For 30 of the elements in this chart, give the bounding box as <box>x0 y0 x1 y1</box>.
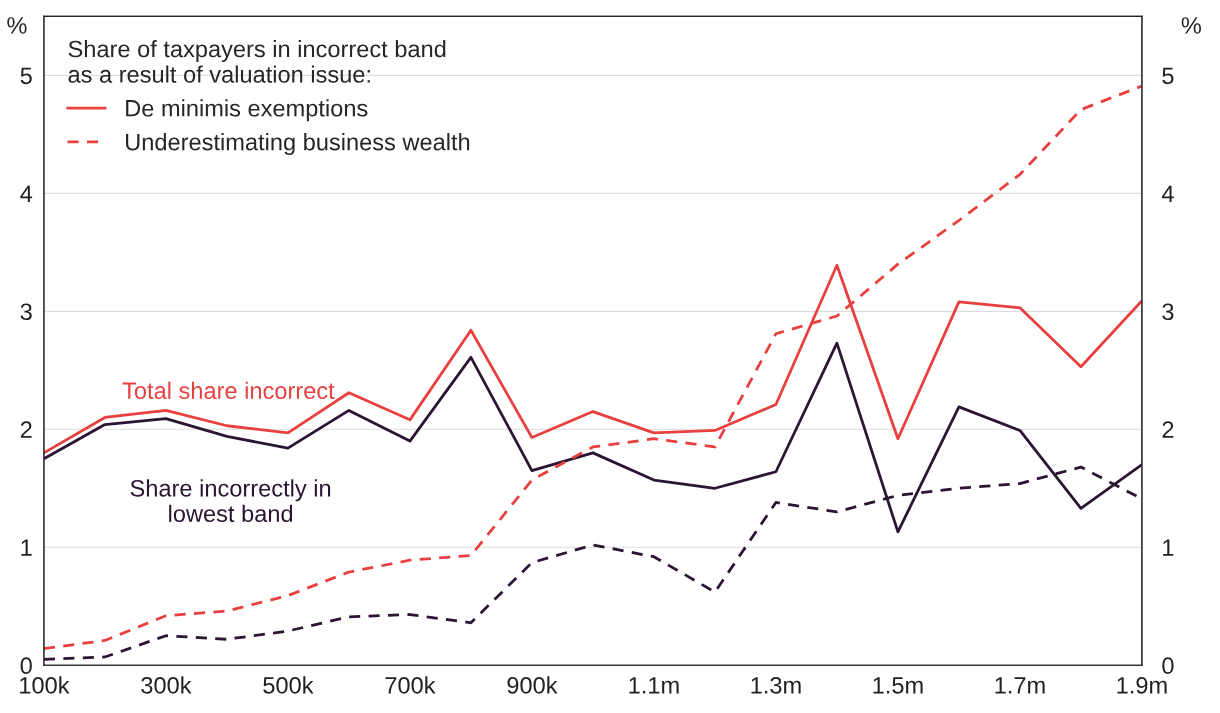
y-tick-label: 1 <box>21 539 32 556</box>
y2-tick-label: 0 <box>1162 657 1174 675</box>
annotation: Share incorrectly in lowest band <box>130 479 331 523</box>
y2-tick-label: 5 <box>1162 67 1174 85</box>
y2-tick-label: 3 <box>1162 303 1174 321</box>
x-tick-label: 1.5m <box>873 677 923 694</box>
y2-axis-title: % <box>1181 17 1201 34</box>
x-tick-label: 1.1m <box>629 677 679 694</box>
legend-title: Share of taxpayers in incorrect band as a result of valuation issue: <box>68 40 446 83</box>
x-tick-label: 700k <box>385 676 436 694</box>
y-tick-label: 0 <box>20 657 32 675</box>
x-tick-label: 1.9m <box>1117 676 1167 694</box>
y2-tick-label: 2 <box>1162 421 1174 438</box>
x-tick-label: 300k <box>141 676 192 694</box>
annotation: Total share incorrect <box>122 381 335 400</box>
y-tick-label: 5 <box>20 67 32 85</box>
y2-tick-label: 1 <box>1163 539 1174 556</box>
x-tick-label: 1.3m <box>751 676 801 694</box>
x-tick-label: 500k <box>263 676 314 694</box>
x-tick-label: 900k <box>507 676 558 694</box>
y-axis-title: % <box>7 17 27 34</box>
legend-label: De minimis exemptions <box>126 99 368 122</box>
y-tick-label: 3 <box>20 303 32 321</box>
y-tick-label: 2 <box>20 421 32 438</box>
y-tick-label: 4 <box>20 185 33 202</box>
y2-tick-label: 4 <box>1161 185 1174 202</box>
x-tick-label: 1.7m <box>995 677 1045 694</box>
line-series <box>43 84 1142 651</box>
x-tick-label: 100k <box>20 676 70 694</box>
legend-label: Underestimating business wealth <box>126 133 470 156</box>
